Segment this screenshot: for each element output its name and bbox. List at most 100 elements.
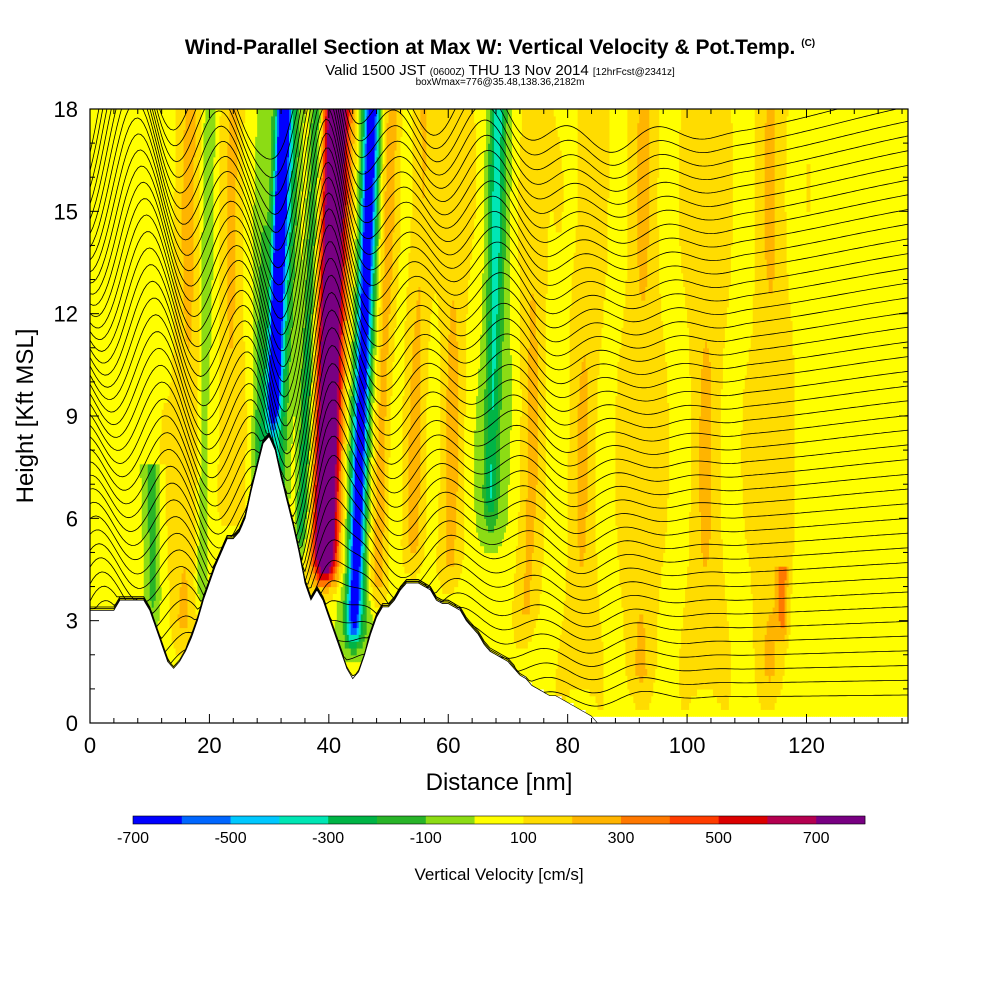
velocity-cell — [340, 586, 344, 656]
velocity-cell — [322, 586, 326, 594]
velocity-cell — [480, 109, 483, 335]
velocity-cell — [312, 572, 316, 588]
velocity-cell — [597, 375, 601, 594]
velocity-cell — [354, 109, 358, 165]
velocity-cell — [356, 627, 360, 635]
velocity-cell — [289, 497, 292, 513]
velocity-cell — [806, 109, 810, 165]
velocity-cell — [346, 641, 350, 649]
velocity-cell — [533, 627, 537, 690]
velocity-cell — [380, 109, 384, 171]
velocity-cell — [649, 702, 652, 717]
velocity-cell — [452, 566, 455, 594]
velocity-cell — [571, 688, 575, 704]
velocity-cell — [185, 579, 189, 629]
velocity-cell — [519, 647, 523, 676]
velocity-cell — [243, 122, 246, 342]
velocity-cell — [348, 334, 352, 390]
velocity-cell — [474, 122, 477, 219]
velocity-cell — [149, 600, 153, 615]
velocity-cell — [446, 109, 449, 390]
velocity-cell — [509, 109, 513, 192]
velocity-cell — [392, 231, 396, 363]
velocity-cell — [273, 170, 276, 206]
velocity-cell — [293, 190, 296, 281]
velocity-cell — [784, 211, 788, 567]
velocity-cell — [334, 586, 338, 594]
velocity-cell — [324, 204, 328, 574]
velocity-cell — [637, 675, 640, 710]
velocity-cell — [701, 109, 704, 369]
velocity-cell — [826, 109, 829, 717]
velocity-cell — [328, 109, 332, 567]
velocity-cell — [199, 109, 203, 158]
velocity-cell — [625, 109, 628, 281]
velocity-cell — [356, 661, 360, 676]
velocity-cell — [703, 688, 706, 717]
velocity-cell — [219, 115, 222, 519]
velocity-cell — [285, 375, 288, 451]
velocity-cell — [372, 109, 376, 178]
velocity-cell — [161, 463, 165, 649]
velocity-cell — [374, 518, 378, 588]
velocity-cell — [492, 409, 495, 513]
velocity-cell — [490, 163, 493, 465]
velocity-cell — [842, 109, 845, 717]
velocity-cell — [513, 572, 517, 642]
velocity-cell — [326, 600, 330, 615]
velocity-cell — [285, 450, 288, 499]
velocity-cell — [657, 224, 660, 615]
velocity-cell — [754, 682, 758, 717]
velocity-cell — [460, 572, 463, 615]
velocity-cell — [470, 259, 473, 629]
velocity-cell — [348, 115, 352, 206]
velocity-cell — [279, 395, 282, 410]
velocity-cell — [503, 259, 507, 533]
velocity-cell — [342, 443, 346, 526]
velocity-cell — [533, 518, 537, 629]
velocity-cell — [352, 416, 356, 451]
theta-contours — [90, 109, 908, 707]
velocity-cell — [422, 109, 425, 199]
velocity-cell — [255, 109, 258, 137]
velocity-cell — [318, 109, 322, 124]
velocity-cell — [159, 109, 163, 438]
colorbar-label: 500 — [705, 830, 732, 847]
velocity-cell — [356, 347, 360, 376]
velocity-cell — [302, 327, 306, 390]
velocity-cell — [762, 109, 766, 710]
velocity-cell — [374, 109, 378, 117]
velocity-cell — [553, 109, 557, 117]
isentrope-line — [90, 109, 908, 303]
velocity-cell — [864, 109, 867, 717]
isentrope-line — [90, 109, 908, 269]
velocity-cell — [784, 654, 788, 717]
velocity-cell — [271, 429, 274, 438]
velocity-cell — [583, 552, 587, 690]
velocity-cell — [378, 177, 382, 240]
velocity-cell — [368, 531, 372, 601]
velocity-cell — [505, 122, 509, 526]
velocity-cell — [281, 409, 284, 472]
velocity-cell — [693, 695, 696, 717]
velocity-cell — [784, 634, 788, 656]
velocity-cell — [515, 647, 519, 676]
velocity-cell — [894, 109, 897, 717]
velocity-cell — [314, 327, 318, 383]
velocity-cell — [318, 327, 322, 376]
velocity-cell — [273, 129, 276, 171]
velocity-cell — [498, 545, 501, 656]
velocity-cell — [177, 620, 181, 656]
colorbar-swatch — [816, 816, 866, 824]
velocity-cell — [322, 109, 326, 151]
velocity-cell — [728, 109, 732, 287]
velocity-cell — [400, 545, 404, 588]
velocity-cell — [352, 231, 356, 287]
velocity-cell — [364, 170, 368, 390]
velocity-cell — [332, 566, 336, 574]
velocity-cell — [766, 109, 770, 281]
velocity-cell — [368, 313, 372, 349]
velocity-cell — [312, 511, 316, 567]
velocity-cell — [822, 109, 826, 717]
colorbar-label: 100 — [510, 830, 537, 847]
